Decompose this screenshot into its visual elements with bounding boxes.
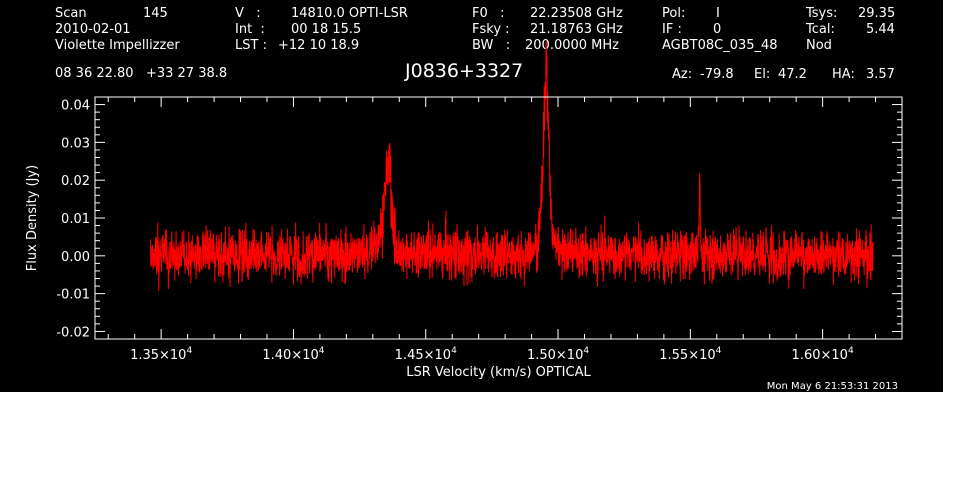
y-tick-label: 0.02 [61, 174, 90, 189]
polarization-value: I [716, 6, 720, 21]
x-axis-label: LSR Velocity (km/s) OPTICAL [406, 365, 591, 380]
y-tick-label: 0.01 [61, 212, 90, 227]
source-name: J0836+3327 [405, 60, 524, 82]
spectrum-series-line [150, 40, 874, 292]
tcal-label: Tcal: [806, 22, 835, 37]
x-tick-label: 1.45×104 [395, 346, 457, 363]
x-tick-label: 1.40×104 [262, 346, 324, 363]
integration-value: 00 18 15.5 [291, 22, 362, 37]
if-value: 0 [713, 22, 722, 37]
velocity-label: V : [235, 6, 261, 21]
integration-label: Int : [235, 22, 265, 37]
scan-label: Scan [55, 6, 87, 21]
x-tick-label: 1.50×104 [527, 346, 589, 363]
f0-label: F0 : [472, 6, 505, 21]
f0-value: 22.23508 GHz [530, 6, 623, 21]
polarization-label: Pol: [662, 6, 686, 21]
lst-label: LST : [235, 38, 267, 53]
source-coordinates: 08 36 22.80 +33 27 38.8 [55, 66, 228, 81]
y-tick-label: -0.01 [56, 288, 90, 303]
x-tick-label: 1.35×104 [130, 346, 192, 363]
tsys-value: 29.35 [858, 6, 896, 21]
procedure-name: Nod [806, 38, 832, 53]
azimuth-label: Az: [672, 67, 693, 82]
project-id: AGBT08C_035_48 [662, 38, 778, 53]
y-tick-label: -0.02 [56, 325, 90, 340]
plot-panel: Scan 145 2010-02-01 Violette Impellizzer… [0, 0, 943, 392]
plot-frame [94, 96, 903, 340]
fsky-label: Fsky : [472, 22, 510, 37]
spectrum-chart: 1.35×104 1.40×104 1.45×104 1.50×104 1.55×104… [25, 40, 903, 392]
bandwidth-label: BW : [472, 38, 511, 53]
scan-value: 145 [143, 6, 168, 21]
azimuth-value: -79.8 [700, 67, 734, 82]
lst-value: +12 10 18.9 [278, 38, 360, 53]
elevation-label: El: [754, 67, 771, 82]
bandwidth-value: 200.0000 MHz [525, 38, 619, 53]
hour-angle-value: 3.57 [866, 67, 895, 82]
elevation-value: 47.2 [778, 67, 807, 82]
observation-date: 2010-02-01 [55, 22, 131, 37]
velocity-value: 14810.0 OPTI-LSR [291, 6, 408, 21]
y-tick-label: 0.04 [61, 99, 90, 114]
hour-angle-label: HA: [832, 67, 855, 82]
fsky-value: 21.18763 GHz [530, 22, 623, 37]
x-tick-label: 1.55×104 [659, 346, 721, 363]
tcal-value: 5.44 [866, 22, 895, 37]
tsys-label: Tsys: [806, 6, 838, 21]
if-label: IF : [662, 22, 682, 37]
y-tick-label: 0.00 [61, 250, 90, 265]
y-tick-label: 0.03 [61, 136, 90, 151]
footer-timestamp: Mon May 6 21:53:31 2013 [767, 381, 898, 392]
observer-name: Violette Impellizzer [55, 38, 180, 53]
y-axis-label: Flux Density (Jy) [25, 165, 40, 271]
x-tick-label: 1.60×104 [792, 346, 854, 363]
